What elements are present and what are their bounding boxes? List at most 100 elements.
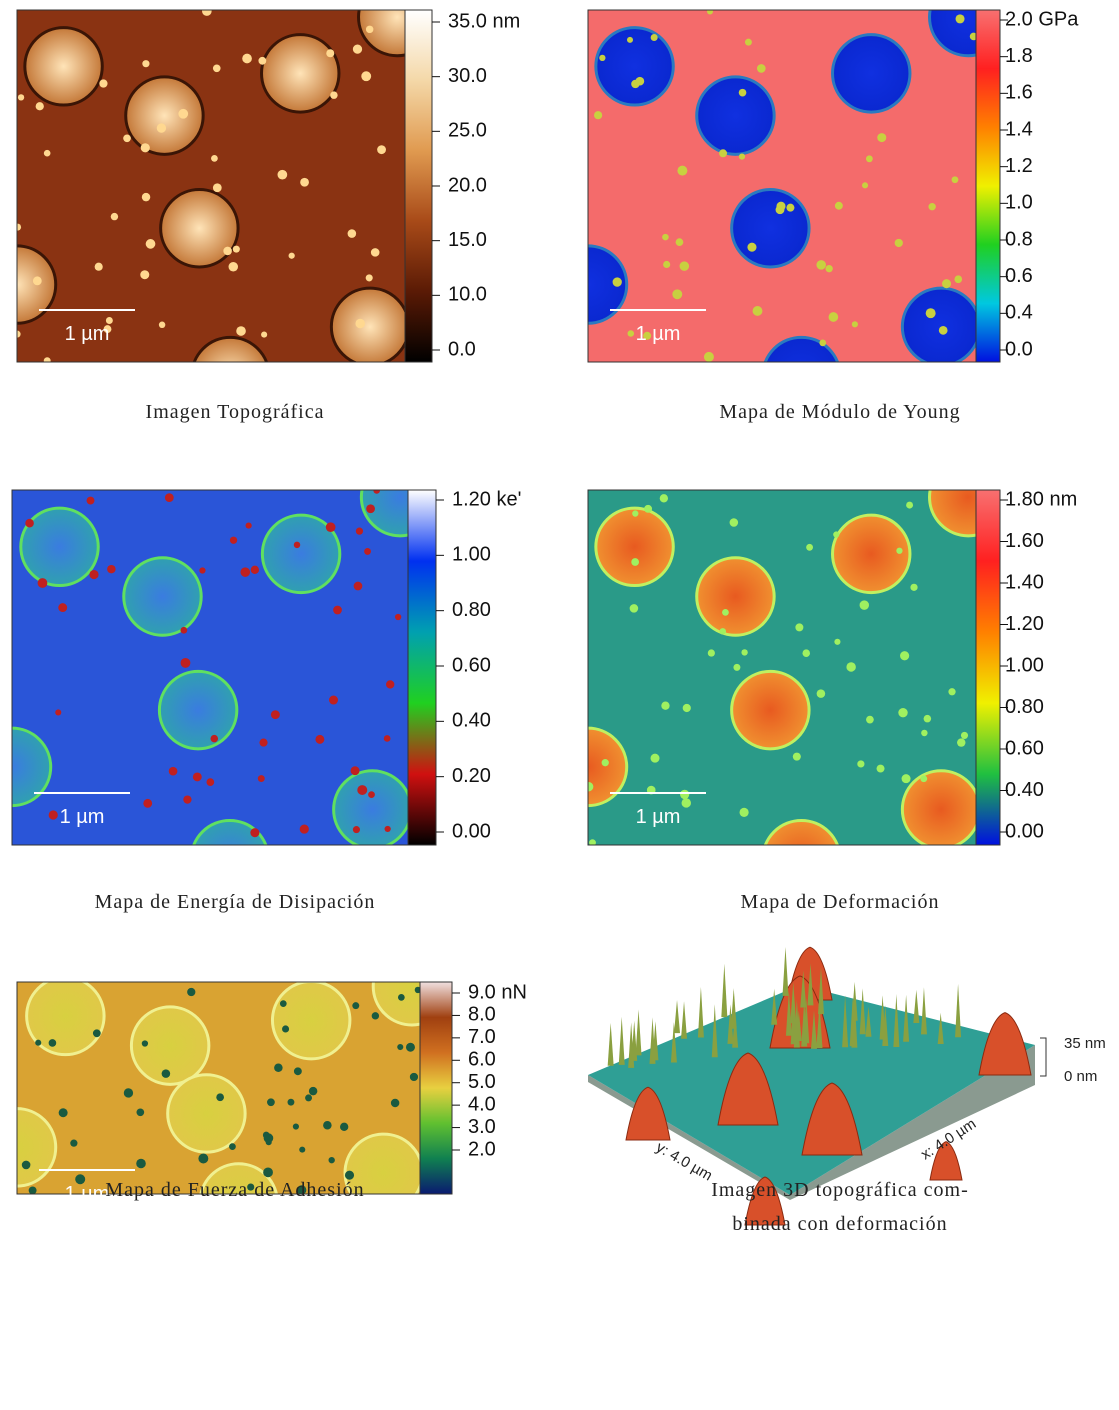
particle [123,134,131,142]
particle [368,791,375,798]
particle [902,774,911,783]
particle [747,243,756,252]
particle [739,153,745,159]
particle [682,798,691,807]
colorbar-label: 1.8 [1005,45,1033,67]
particle [142,193,150,201]
particle [326,522,336,532]
caption: Mapa de Energía de Disipación [95,891,376,913]
particle [351,766,360,775]
particle [663,261,670,268]
domain [596,508,673,585]
particle [329,696,338,705]
colorbar-label: 1.20 ke' [452,488,521,510]
particle [49,810,58,819]
particle [928,203,935,210]
particle [353,826,360,833]
colorbar-label: 30.0 [448,65,487,87]
particle [87,497,95,505]
particle [366,504,375,513]
particle [36,102,44,110]
particle [860,600,869,609]
particle [926,308,936,318]
particle [159,322,165,328]
particle [323,1121,332,1130]
particle [683,704,691,712]
particle [795,623,803,631]
particle [357,785,367,795]
particle [263,1167,273,1177]
colorbar-label: 0.20 [452,765,491,787]
particle [240,567,250,577]
particle [386,680,394,688]
particle [274,1064,283,1073]
colorbar [405,10,432,362]
particle [300,825,309,834]
particle [181,658,191,668]
particle [757,64,766,73]
colorbar-label: 1.2 [1005,155,1033,177]
particle [680,790,689,799]
particle [93,1029,101,1037]
particle [289,253,295,259]
particle [35,1040,41,1046]
caption: Imagen 3D topográfica com- [711,1179,969,1201]
particle [835,202,843,210]
particle [720,628,727,635]
caption: Mapa de Deformación [741,891,940,913]
particle [213,64,221,72]
particle [242,54,252,64]
particle [29,1186,37,1194]
particle [210,735,218,743]
particle [44,357,51,364]
particle [294,1067,302,1075]
particle [18,94,24,100]
particle [309,1087,317,1095]
particle [632,510,638,516]
afm-panel: 2.0 GPa1.81.61.41.21.00.80.60.40.01 µmMa… [549,0,1079,423]
particle [142,60,149,67]
particle [924,715,932,723]
particle [169,767,178,776]
particle [722,609,729,616]
colorbar-label: 1.00 [1005,654,1044,676]
spike [636,1009,642,1055]
particle [263,1132,270,1139]
particle [326,49,334,57]
particle [594,111,602,119]
particle [124,1088,133,1097]
particle [602,759,609,766]
particle [397,1044,403,1050]
particle [89,570,98,579]
particle [599,55,605,61]
particle [49,1039,57,1047]
scale-bar-label: 1 µm [636,806,681,828]
particle [866,716,874,724]
particle [271,710,280,719]
afm-panel: 1.80 nm1.601.401.201.000.800.600.400.001… [549,458,1077,913]
domain [596,28,673,105]
particle [340,1123,348,1131]
particle [895,239,903,247]
particle [921,730,927,736]
spike [913,990,919,1023]
particle [631,80,639,88]
particle [942,279,951,288]
colorbar-label: 1.40 [1005,571,1044,593]
colorbar-label: 20.0 [448,174,487,196]
particle [183,795,191,803]
colorbar-label: 0.4 [1005,302,1033,324]
particle [952,176,959,183]
particle [910,584,917,591]
z-label: 35 nm [1064,1035,1106,1052]
particle [107,565,115,573]
particle [661,702,669,710]
particle [846,662,855,671]
particle [230,537,237,544]
particle [391,1099,399,1107]
particle [348,229,357,238]
colorbar-label: 0.80 [1005,696,1044,718]
particle [95,263,103,271]
particle [211,155,218,162]
